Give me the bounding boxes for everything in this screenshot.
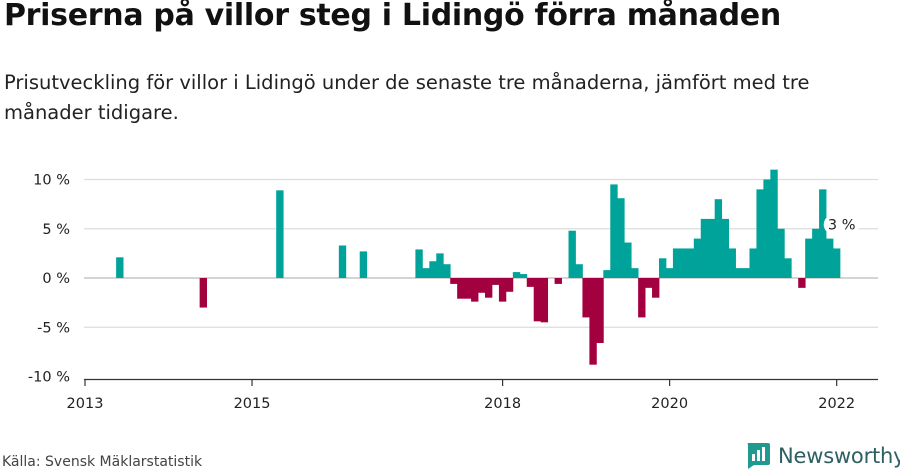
bar bbox=[491, 278, 500, 285]
bar bbox=[707, 218, 716, 278]
y-tick-label: 5 % bbox=[42, 222, 70, 238]
y-tick-label: -5 % bbox=[37, 320, 70, 336]
bar bbox=[519, 274, 528, 278]
bar bbox=[589, 278, 597, 365]
bar bbox=[679, 248, 688, 278]
bar bbox=[652, 278, 660, 298]
bar bbox=[617, 198, 625, 278]
bar bbox=[464, 278, 472, 299]
bar bbox=[540, 278, 549, 323]
bar bbox=[471, 278, 479, 302]
source-note: Källa: Svensk Mäklarstatistik bbox=[2, 454, 203, 470]
bar bbox=[693, 238, 702, 278]
bar bbox=[596, 278, 604, 344]
brand-logo: Newsworthy bbox=[745, 441, 900, 471]
bar bbox=[478, 278, 486, 293]
bar bbox=[457, 278, 465, 299]
bar bbox=[415, 249, 423, 278]
bar bbox=[659, 258, 667, 278]
x-tick-label: 2022 bbox=[818, 396, 855, 412]
y-tick-label: -10 % bbox=[28, 370, 70, 386]
bar bbox=[672, 248, 681, 278]
annotation-label: 3 % bbox=[828, 218, 856, 234]
bar bbox=[645, 278, 653, 288]
chart-title: Priserna på villor steg i Lidingö förra … bbox=[4, 0, 781, 33]
x-tick-label: 2018 bbox=[484, 396, 521, 412]
annotation-background bbox=[823, 214, 860, 235]
bar bbox=[429, 261, 437, 278]
bar bbox=[735, 268, 743, 278]
x-tick-label: 2015 bbox=[234, 396, 271, 412]
bar bbox=[498, 278, 507, 302]
bar bbox=[686, 248, 695, 278]
bar bbox=[526, 278, 535, 287]
bar bbox=[819, 189, 827, 278]
bar bbox=[631, 268, 639, 278]
bar bbox=[749, 248, 757, 278]
bar bbox=[714, 199, 723, 278]
bar bbox=[276, 190, 284, 278]
bar bbox=[554, 278, 562, 284]
bar bbox=[721, 218, 729, 278]
newsworthy-logo-icon bbox=[747, 443, 770, 469]
x-tick-label: 2013 bbox=[67, 396, 104, 412]
bar bbox=[742, 268, 750, 278]
y-tick-label: 0 % bbox=[42, 271, 70, 287]
x-tick-label: 2020 bbox=[651, 396, 688, 412]
bar bbox=[512, 272, 521, 278]
bar bbox=[582, 278, 590, 318]
bar bbox=[443, 264, 451, 278]
bar bbox=[805, 238, 813, 278]
bar bbox=[505, 278, 514, 292]
bar bbox=[798, 278, 806, 288]
bar bbox=[485, 278, 493, 298]
bar bbox=[359, 251, 368, 278]
bar-chart: 10 % 5 % 0 % -5 % -10 % 2013 2015 2018 2020 2022 3… bbox=[28, 169, 878, 412]
bar bbox=[603, 270, 611, 278]
bar bbox=[338, 245, 347, 278]
bar bbox=[665, 268, 674, 278]
bar bbox=[116, 257, 124, 278]
bar bbox=[777, 228, 785, 278]
bar bbox=[533, 278, 542, 322]
bar bbox=[436, 253, 444, 278]
y-tick-label: 10 % bbox=[33, 173, 70, 189]
bar bbox=[450, 278, 458, 284]
bar bbox=[763, 179, 771, 278]
latest-value-annotation: 3 % bbox=[823, 214, 860, 235]
bar bbox=[756, 189, 764, 278]
bar bbox=[833, 248, 841, 278]
bar bbox=[610, 184, 618, 278]
bar bbox=[199, 278, 207, 308]
bar bbox=[812, 228, 820, 278]
brand-name: Newsworthy bbox=[778, 444, 900, 468]
bar bbox=[770, 169, 778, 278]
bar bbox=[568, 230, 576, 278]
bar bbox=[638, 278, 646, 318]
chart-subtitle: Prisutveckling för villor i Lidingö unde… bbox=[4, 71, 810, 124]
bar bbox=[422, 268, 430, 278]
bar bbox=[826, 238, 834, 278]
bar bbox=[700, 218, 709, 278]
bar bbox=[784, 258, 792, 278]
bar bbox=[728, 248, 736, 278]
bar bbox=[575, 264, 583, 278]
bar bbox=[624, 242, 632, 278]
